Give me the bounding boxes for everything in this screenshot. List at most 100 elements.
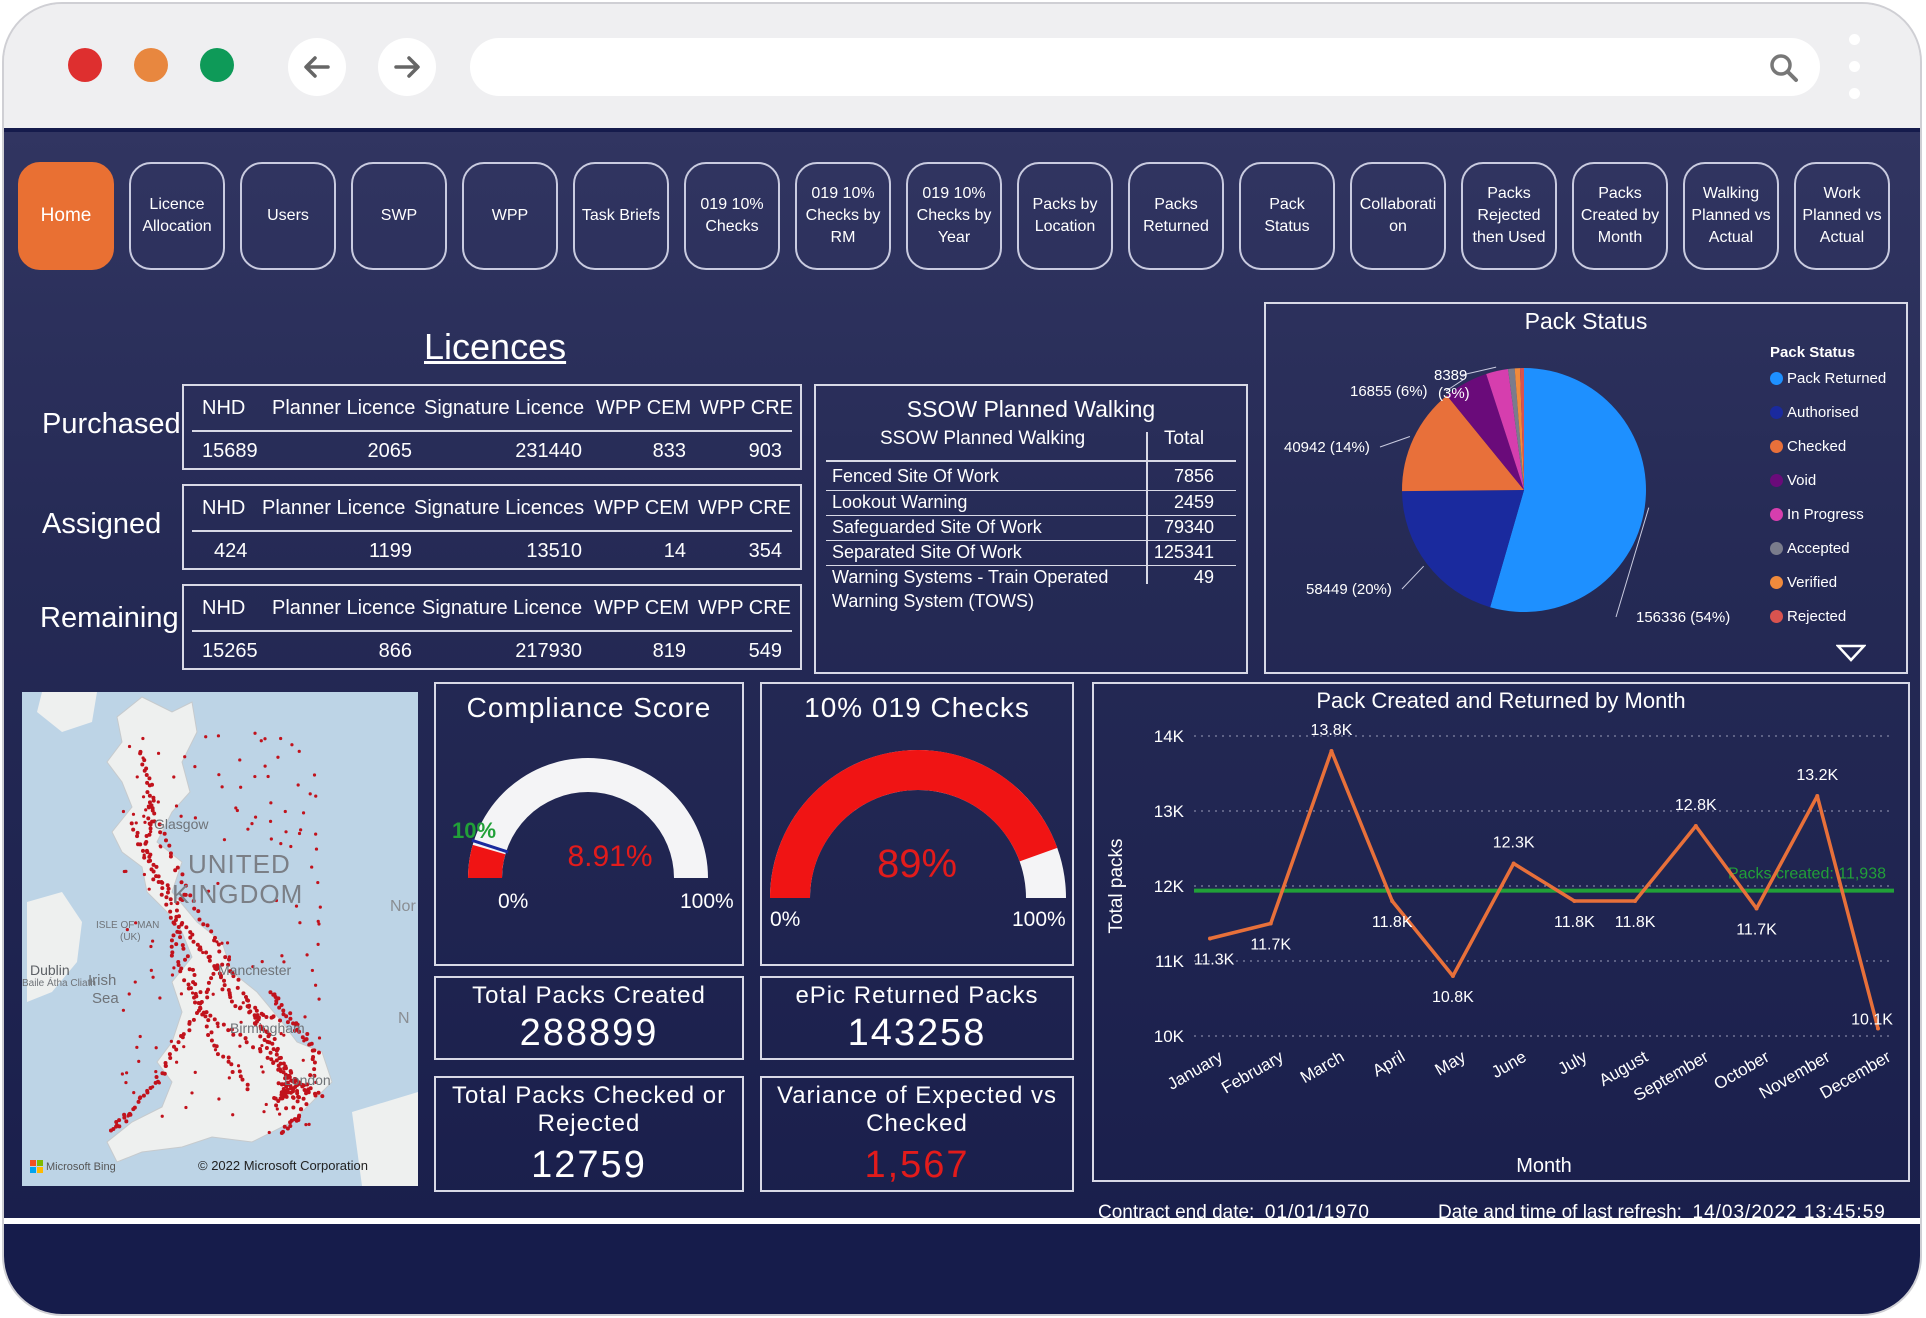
tab-019-10-checks-by-rm[interactable]: 019 10% Checks by RM <box>795 162 891 270</box>
legend-item-authorised[interactable]: Authorised <box>1770 404 1859 421</box>
address-bar[interactable] <box>470 38 1820 96</box>
map-marker <box>290 743 294 747</box>
map-marker <box>206 955 211 960</box>
tab-packs-by-location[interactable]: Packs by Location <box>1017 162 1113 270</box>
pie-slice-authorised[interactable] <box>1402 490 1524 608</box>
map-marker <box>193 1070 197 1074</box>
map-marker <box>281 1087 286 1092</box>
legend-item-pack-returned[interactable]: Pack Returned <box>1770 370 1886 387</box>
map-marker <box>160 1114 164 1118</box>
map-marker <box>298 921 302 925</box>
map-marker <box>209 1038 214 1043</box>
map-marker <box>279 1131 284 1136</box>
map-marker <box>198 947 203 952</box>
map-marker <box>314 847 319 851</box>
legend-item-accepted[interactable]: Accepted <box>1770 540 1850 557</box>
pie-slice-pack-returned[interactable] <box>1490 368 1646 612</box>
map-marker <box>296 1022 300 1027</box>
purchased-table: NHD Planner Licence Signature Licence WP… <box>182 384 802 470</box>
pack-status-pie[interactable]: 156336 (54%) 58449 (20%) 40942 (14%) 16855 … <box>1266 304 1906 672</box>
minimize-window-dot[interactable] <box>134 48 168 82</box>
tab-packs-created-by-month[interactable]: Packs Created by Month <box>1572 162 1668 270</box>
tab-019-10-checks-by-year[interactable]: 019 10% Checks by Year <box>906 162 1002 270</box>
map-marker <box>304 1091 309 1096</box>
chevron-down-icon[interactable] <box>1836 644 1866 662</box>
tab-licence-allocation[interactable]: Licence Allocation <box>129 162 225 270</box>
close-window-dot[interactable] <box>68 48 102 82</box>
pie-slice-void[interactable] <box>1446 374 1524 490</box>
y-tick-label: 10K <box>1154 1027 1185 1046</box>
map-marker <box>305 1032 310 1037</box>
map-marker <box>220 941 224 945</box>
map-marker <box>239 785 243 789</box>
map-marker <box>317 997 321 1001</box>
map-marker <box>142 853 146 857</box>
ssow-col-header: SSOW Planned Walking <box>880 428 1086 449</box>
map-marker <box>282 1033 286 1037</box>
legend-item-verified[interactable]: Verified <box>1770 574 1837 591</box>
data-label: 13.8K <box>1311 722 1353 739</box>
legend-item-rejected[interactable]: Rejected <box>1770 608 1846 625</box>
tab-walking-planned-vs-actual[interactable]: Walking Planned vs Actual <box>1683 162 1779 270</box>
back-button[interactable] <box>288 38 346 96</box>
legend-item-void[interactable]: Void <box>1770 472 1816 489</box>
table-header: Planner Licence <box>272 397 416 419</box>
map-marker <box>259 1065 264 1069</box>
forward-button[interactable] <box>378 38 436 96</box>
checks019-gauge[interactable] <box>762 684 1072 964</box>
map-marker <box>145 790 150 795</box>
tab-home[interactable]: Home <box>18 162 114 270</box>
tab-packs-returned[interactable]: Packs Returned <box>1128 162 1224 270</box>
tab-users[interactable]: Users <box>240 162 336 270</box>
tab-task-briefs[interactable]: Task Briefs <box>573 162 669 270</box>
legend-item-checked[interactable]: Checked <box>1770 438 1846 455</box>
map-marker <box>309 1041 314 1046</box>
compliance-gauge[interactable] <box>436 684 742 964</box>
maximize-window-dot[interactable] <box>200 48 234 82</box>
tab-wpp[interactable]: WPP <box>462 162 558 270</box>
map-marker <box>250 821 254 826</box>
map-marker <box>291 1105 296 1110</box>
monthly-line-chart[interactable]: Pack Created and Returned by Month 10K 11K… <box>1094 684 1908 1180</box>
tab-packs-rejected-then-used[interactable]: Packs Rejected then Used <box>1461 162 1557 270</box>
table-header: Signature Licence <box>422 597 583 619</box>
map-marker <box>301 1058 305 1062</box>
table-cell: 833 <box>652 440 686 462</box>
map-marker <box>288 1011 293 1016</box>
tab-collaborati-on[interactable]: Collaborati on <box>1350 162 1446 270</box>
tab-pack-status[interactable]: Pack Status <box>1239 162 1335 270</box>
map-marker <box>269 837 273 841</box>
pie-slice-checked[interactable] <box>1402 395 1524 492</box>
data-point <box>1876 1026 1880 1031</box>
map-marker <box>305 953 309 957</box>
pie-slice-verified[interactable] <box>1514 368 1524 490</box>
legend-item-in-progress[interactable]: In Progress <box>1770 506 1864 523</box>
tab-work-planned-vs-actual[interactable]: Work Planned vs Actual <box>1794 162 1890 270</box>
menu-kebab-icon[interactable] <box>1848 34 1862 99</box>
contract-end-value: 01/01/1970 <box>1264 1202 1370 1223</box>
map-marker <box>222 838 227 842</box>
pie-slice-accepted[interactable] <box>1508 368 1524 490</box>
map-marker <box>163 1061 168 1066</box>
map-marker <box>172 966 176 970</box>
table-header: Signature Licence <box>424 397 585 419</box>
tab-swp[interactable]: SWP <box>351 162 447 270</box>
map-marker <box>207 958 212 963</box>
tab-019-10-checks[interactable]: 019 10% Checks <box>684 162 780 270</box>
map-marker <box>316 919 320 924</box>
map-marker <box>237 1006 242 1011</box>
pie-slice-in-progress[interactable] <box>1486 369 1524 490</box>
table-cell: 1199 <box>368 540 412 562</box>
pie-slice-rejected[interactable] <box>1519 368 1524 490</box>
map-marker <box>276 755 280 759</box>
map-marker <box>193 816 197 820</box>
map-marker <box>238 758 242 762</box>
map-marker <box>204 1024 209 1029</box>
table-header: WPP CRE <box>698 597 791 619</box>
uk-map[interactable]: UNITED KINGDOM Glasgow Manchester Birmin… <box>22 692 418 1186</box>
map-label: Glasgow <box>154 816 209 832</box>
map-marker <box>169 901 173 906</box>
map-marker <box>226 962 231 967</box>
map-marker <box>251 965 255 969</box>
search-icon[interactable] <box>1768 52 1800 84</box>
